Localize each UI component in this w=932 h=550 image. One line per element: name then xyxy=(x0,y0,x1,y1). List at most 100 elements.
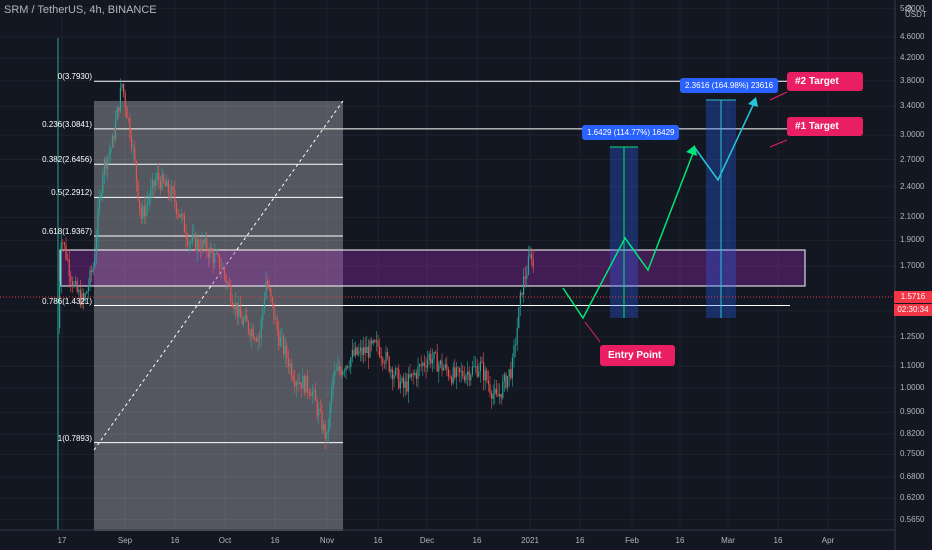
candle-body xyxy=(263,298,265,310)
candle-body xyxy=(396,368,398,370)
target-2-label[interactable]: #2 Target xyxy=(787,72,863,91)
candle-body xyxy=(494,388,496,394)
candle-body xyxy=(284,345,286,354)
candle-body xyxy=(380,356,382,359)
candle-body xyxy=(444,364,446,369)
candle-body xyxy=(239,305,241,318)
candle-body xyxy=(473,366,475,367)
candle-body xyxy=(515,344,517,346)
candle-body xyxy=(65,244,67,260)
price-tick: 2.4000 xyxy=(900,181,925,191)
time-tick: 16 xyxy=(270,536,280,545)
candle-body xyxy=(531,254,533,260)
candle-body xyxy=(79,289,81,306)
candle-body xyxy=(169,192,171,198)
candle-body xyxy=(150,188,152,199)
candle-body xyxy=(303,375,305,393)
candle-body xyxy=(172,187,174,191)
candle-body xyxy=(235,302,237,310)
candle-body xyxy=(358,351,360,355)
candle-body xyxy=(430,353,432,364)
time-tick: Mar xyxy=(721,536,735,545)
candle-body xyxy=(332,375,334,389)
candle-body xyxy=(94,254,96,267)
candle-body xyxy=(121,84,123,88)
candle-body xyxy=(409,374,411,377)
candle-body xyxy=(219,255,221,269)
current-price-badge: 1.5716 xyxy=(894,291,932,303)
candle-body xyxy=(361,347,363,356)
candle-body xyxy=(171,187,173,198)
candle-body xyxy=(228,282,230,286)
candle-body xyxy=(518,307,520,329)
candle-body xyxy=(326,431,328,440)
candle-body xyxy=(188,243,190,245)
candle-body xyxy=(390,369,392,372)
candle-body xyxy=(209,247,211,258)
candle-body xyxy=(71,281,73,287)
candle-body xyxy=(318,409,320,416)
fib-level-label: 0.382(2.6456) xyxy=(42,155,92,165)
candle-body xyxy=(87,285,89,292)
candle-body xyxy=(99,196,101,209)
target-1-label[interactable]: #1 Target xyxy=(787,117,863,136)
candle-body xyxy=(345,365,347,371)
candle-body xyxy=(270,289,272,298)
candle-body xyxy=(404,381,406,388)
candle-body xyxy=(155,180,157,187)
price-tick: 4.6000 xyxy=(900,31,925,41)
candle-body xyxy=(95,237,97,255)
candle-body xyxy=(145,205,147,217)
candle-body xyxy=(308,391,310,395)
candle-body xyxy=(283,336,285,354)
candle-body xyxy=(321,410,323,431)
candle-body xyxy=(363,347,365,356)
candle-body xyxy=(468,371,470,381)
candle-body xyxy=(329,403,331,428)
candle-body xyxy=(62,242,64,243)
candle-body xyxy=(73,284,75,287)
candle-body xyxy=(449,376,451,378)
candle-body xyxy=(414,372,416,375)
candle-body xyxy=(387,352,389,358)
candle-body xyxy=(377,340,379,347)
candle-body xyxy=(334,370,336,376)
candle-body xyxy=(287,358,289,368)
candle-body xyxy=(204,238,206,245)
candle-body xyxy=(268,287,270,290)
candle-body xyxy=(255,339,257,342)
candle-body xyxy=(142,206,144,219)
settings-gear-icon[interactable]: ⚙ xyxy=(904,4,913,15)
candle-body xyxy=(323,423,325,431)
candle-body xyxy=(281,336,283,338)
candle-body xyxy=(217,253,219,256)
candle-body xyxy=(339,366,341,371)
candle-body xyxy=(201,240,203,252)
time-tick: 16 xyxy=(472,536,482,545)
candle-body xyxy=(393,375,395,380)
candle-body xyxy=(391,369,393,380)
candle-body xyxy=(383,363,385,365)
candle-body xyxy=(478,371,480,377)
candle-body xyxy=(388,357,390,372)
candle-body xyxy=(191,234,193,242)
candle-body xyxy=(407,374,409,392)
price-tick: 0.6800 xyxy=(900,471,925,481)
candle-body xyxy=(225,275,227,283)
candle-body xyxy=(379,346,381,357)
price-tick: 2.7000 xyxy=(900,154,925,164)
fib-level-label: 0.618(1.9367) xyxy=(42,227,92,237)
currency-label: USDT xyxy=(905,10,927,19)
candle-body xyxy=(313,390,315,393)
candle-body xyxy=(353,349,355,356)
candle-body xyxy=(406,381,408,392)
entry-point-label[interactable]: Entry Point xyxy=(600,345,676,366)
candle-body xyxy=(108,152,110,157)
candle-body xyxy=(436,352,438,372)
candle-body xyxy=(177,213,179,215)
price-tick: 0.6200 xyxy=(900,493,925,503)
candle-body xyxy=(207,251,209,258)
price-tick: 1.1000 xyxy=(900,361,925,371)
candle-body xyxy=(347,365,349,368)
